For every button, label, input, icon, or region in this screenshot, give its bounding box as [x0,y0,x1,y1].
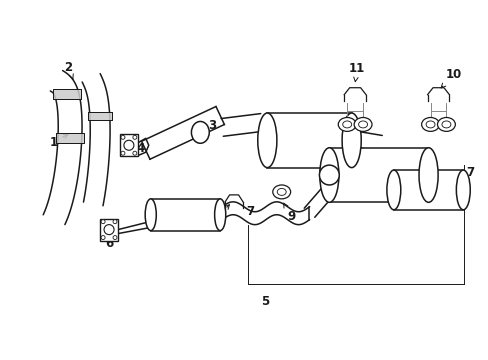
Bar [53,89,81,99]
Ellipse shape [272,185,290,199]
Ellipse shape [418,148,437,202]
Text: 11: 11 [348,62,365,82]
Ellipse shape [338,117,355,131]
Circle shape [121,151,124,155]
Circle shape [101,235,105,239]
Ellipse shape [441,121,450,128]
Text: 4: 4 [131,142,144,155]
Circle shape [133,135,137,139]
Ellipse shape [455,170,469,210]
Circle shape [113,235,117,239]
Text: 7: 7 [245,205,253,218]
Ellipse shape [437,117,454,131]
Bar [56,133,83,143]
Text: 1: 1 [49,134,68,149]
Text: 9: 9 [283,203,295,223]
Bar [88,112,111,120]
Ellipse shape [421,117,439,131]
Circle shape [113,220,117,224]
Ellipse shape [386,170,400,210]
Circle shape [133,151,137,155]
Text: 8: 8 [214,204,229,223]
Bar [53,89,81,99]
Circle shape [121,135,124,139]
Ellipse shape [145,199,156,231]
Text: 10: 10 [440,68,461,88]
Bar [88,112,111,120]
Ellipse shape [214,199,225,231]
Ellipse shape [342,113,361,168]
Text: 3: 3 [203,119,216,137]
Text: 2: 2 [64,61,73,80]
Bar [328,148,427,202]
Circle shape [101,220,105,224]
Ellipse shape [257,113,276,168]
Ellipse shape [358,121,367,128]
Bar [393,170,462,210]
Bar [56,133,83,143]
Text: 7: 7 [465,166,473,179]
Circle shape [319,165,339,185]
Ellipse shape [425,121,434,128]
Ellipse shape [277,188,285,195]
Ellipse shape [353,117,371,131]
Ellipse shape [191,121,209,143]
Text: 5: 5 [260,294,268,307]
Bar [150,199,220,231]
Text: 6: 6 [105,233,113,250]
Bar [120,134,138,156]
Ellipse shape [319,148,338,202]
Bar [100,219,118,240]
Circle shape [104,225,114,235]
Ellipse shape [342,121,351,128]
Circle shape [123,140,134,150]
Bar [267,113,351,168]
